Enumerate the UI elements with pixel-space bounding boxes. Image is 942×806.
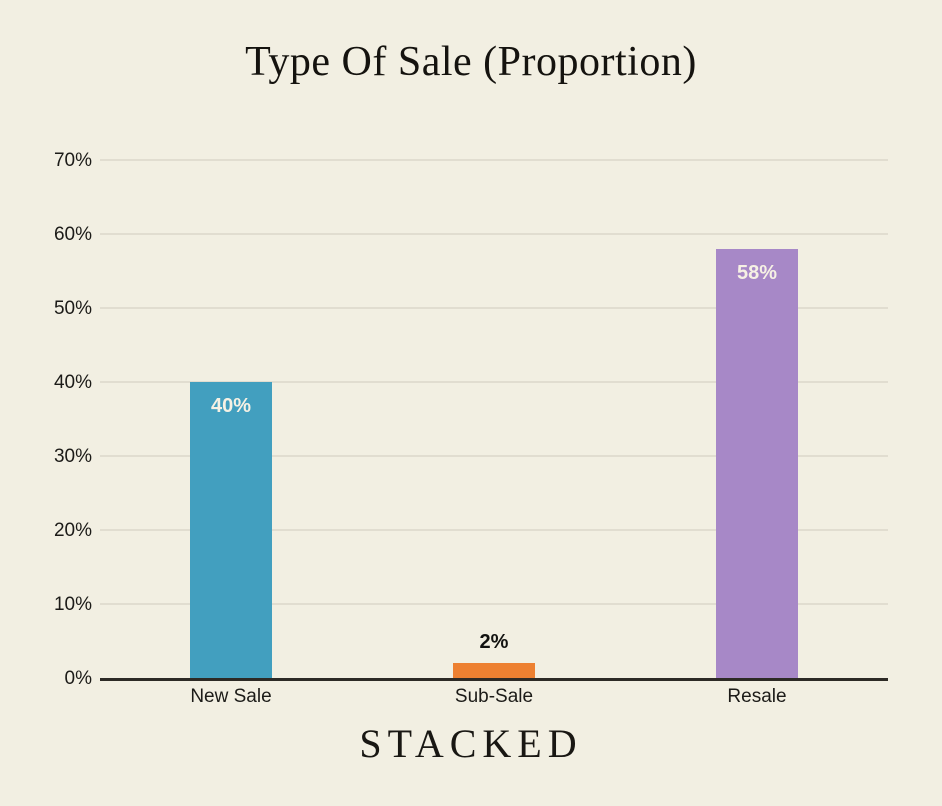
gridline-40 [100,381,888,383]
x-tick-label-new-sale: New Sale [190,686,272,707]
bar-resale: 58% [716,249,798,678]
bar-value-label-resale: 58% [736,262,778,284]
gridline-60 [100,233,888,235]
chart-title: Type Of Sale (Proportion) [245,39,697,85]
plot-area: 40% 58% [100,159,888,681]
gridline-20 [100,529,888,531]
y-tick-label-20: 20% [53,520,92,541]
brand-logo: STACKED [359,721,583,766]
x-tick-label-resale: Resale [727,686,787,707]
y-tick-label-70: 70% [53,150,92,171]
bar-new-sale: 40% [190,382,272,678]
y-tick-label-60: 60% [53,224,92,245]
gridline-10 [100,603,888,605]
x-tick-label-sub-sale: Sub-Sale [454,686,534,707]
gridline-30 [100,455,888,457]
y-tick-label-0: 0% [64,668,92,689]
y-tick-label-50: 50% [53,298,92,319]
y-tick-label-10: 10% [53,594,92,615]
gridline-70 [100,159,888,161]
bar-sub-sale [453,663,535,678]
y-tick-label-30: 30% [53,446,92,467]
gridline-50 [100,307,888,309]
bar-value-label-sub-sale: 2% [479,631,509,653]
y-tick-label-40: 40% [53,372,92,393]
bar-value-label-new-sale: 40% [210,395,252,417]
